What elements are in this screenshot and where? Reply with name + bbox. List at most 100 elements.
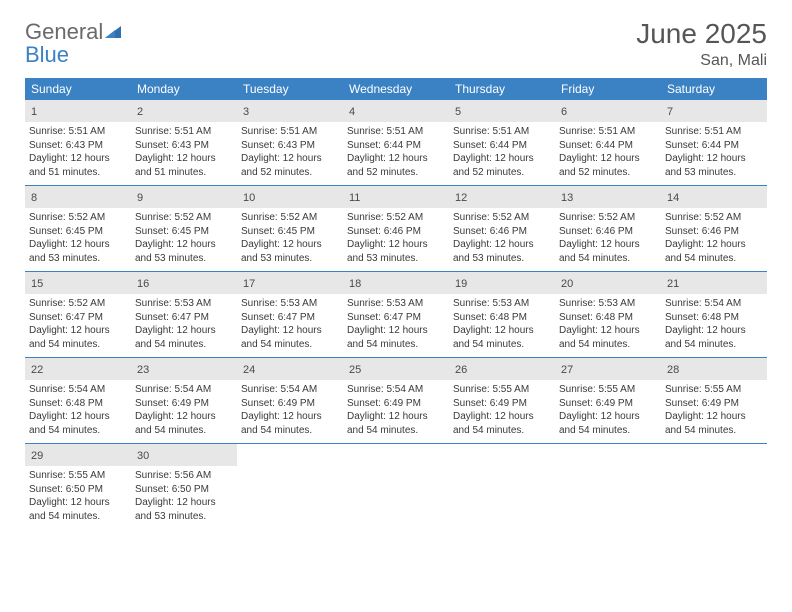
daynum-row: 4 — [343, 100, 449, 122]
calendar-cell: 5Sunrise: 5:51 AMSunset: 6:44 PMDaylight… — [449, 100, 555, 185]
day-number: 22 — [31, 364, 43, 376]
day-number: 27 — [561, 364, 573, 376]
daynum-row: 13 — [555, 186, 661, 208]
calendar-cell: 8 Sunrise: 5:52 AMSunset: 6:45 PMDaylight… — [25, 186, 131, 271]
daynum-row: 19 — [449, 272, 555, 294]
day-info: Sunrise: 5:51 AMSunset: 6:44 PMDaylight:… — [453, 125, 551, 179]
calendar-cell: 24 Sunrise: 5:54 AMSunset: 6:49 PMDayligh… — [237, 358, 343, 443]
daynum-row: 29 — [25, 444, 131, 466]
daynum-row: 20 — [555, 272, 661, 294]
day-info: Sunrise: 5:54 AMSunset: 6:49 PMDaylight:… — [347, 383, 445, 437]
calendar-cell — [449, 444, 555, 529]
calendar-cell: 13 Sunrise: 5:52 AMSunset: 6:46 PMDayligh… — [555, 186, 661, 271]
day-number: 29 — [31, 450, 43, 462]
location: San, Mali — [636, 52, 767, 70]
calendar-cell: 1 Sunrise: 5:51 AMSunset: 6:43 PMDaylight… — [25, 100, 131, 185]
day-info: Sunrise: 5:52 AMSunset: 6:45 PMDaylight:… — [135, 211, 233, 265]
daynum-row: 28 — [661, 358, 767, 380]
day-number: 10 — [243, 192, 255, 204]
day-info: Sunrise: 5:53 AMSunset: 6:48 PMDaylight:… — [559, 297, 657, 351]
calendar-week: 15Sunrise: 5:52 AMSunset: 6:47 PMDayligh… — [25, 272, 767, 358]
day-number: 16 — [137, 278, 149, 290]
calendar-cell: 14Sunrise: 5:52 AMSunset: 6:46 PMDayligh… — [661, 186, 767, 271]
calendar-cell: 10Sunrise: 5:52 AMSunset: 6:45 PMDayligh… — [237, 186, 343, 271]
calendar-cell: 11 Sunrise: 5:52 AMSunset: 6:46 PMDayligh… — [343, 186, 449, 271]
daynum-row: 21 — [661, 272, 767, 294]
calendar-cell: 30Sunrise: 5:56 AMSunset: 6:50 PMDayligh… — [131, 444, 237, 529]
logo-part2: Blue — [25, 42, 69, 67]
dayname-tue: Tuesday — [237, 78, 343, 100]
daynum-row: 10 — [237, 186, 343, 208]
calendar-cell: 26 Sunrise: 5:55 AMSunset: 6:49 PMDayligh… — [449, 358, 555, 443]
day-info: Sunrise: 5:51 AMSunset: 6:44 PMDaylight:… — [665, 125, 763, 179]
calendar-cell: 12 Sunrise: 5:52 AMSunset: 6:46 PMDayligh… — [449, 186, 555, 271]
day-number: 4 — [349, 106, 355, 118]
day-info: Sunrise: 5:51 AMSunset: 6:43 PMDaylight:… — [241, 125, 339, 179]
calendar-cell: 23Sunrise: 5:54 AMSunset: 6:49 PMDayligh… — [131, 358, 237, 443]
day-info: Sunrise: 5:53 AMSunset: 6:47 PMDaylight:… — [241, 297, 339, 351]
calendar-cell: 28 Sunrise: 5:55 AMSunset: 6:49 PMDayligh… — [661, 358, 767, 443]
day-info: Sunrise: 5:53 AMSunset: 6:48 PMDaylight:… — [453, 297, 551, 351]
logo: General Blue — [25, 22, 123, 67]
dayname-mon: Monday — [131, 78, 237, 100]
day-info: Sunrise: 5:51 AMSunset: 6:44 PMDaylight:… — [347, 125, 445, 179]
daynum-row: 26 — [449, 358, 555, 380]
day-info: Sunrise: 5:52 AMSunset: 6:46 PMDaylight:… — [665, 211, 763, 265]
day-info: Sunrise: 5:54 AMSunset: 6:48 PMDaylight:… — [29, 383, 127, 437]
calendar-cell: 27 Sunrise: 5:55 AMSunset: 6:49 PMDayligh… — [555, 358, 661, 443]
day-info: Sunrise: 5:54 AMSunset: 6:49 PMDaylight:… — [241, 383, 339, 437]
daynum-row: 6 — [555, 100, 661, 122]
calendar-cell: 2Sunrise: 5:51 AMSunset: 6:43 PMDaylight… — [131, 100, 237, 185]
calendar-cell: 21Sunrise: 5:54 AMSunset: 6:48 PMDayligh… — [661, 272, 767, 357]
daynum-row: 23 — [131, 358, 237, 380]
daynum-row: 22 — [25, 358, 131, 380]
daynum-row: 16 — [131, 272, 237, 294]
calendar-page: General Blue June 2025 San, Mali Sunday … — [0, 0, 792, 547]
day-number: 3 — [243, 106, 249, 118]
daynum-row: 8 — [25, 186, 131, 208]
calendar-cell — [343, 444, 449, 529]
calendar-cell: 16 Sunrise: 5:53 AMSunset: 6:47 PMDayligh… — [131, 272, 237, 357]
day-info: Sunrise: 5:52 AMSunset: 6:46 PMDaylight:… — [347, 211, 445, 265]
month-title: June 2025 — [636, 18, 767, 50]
day-number: 26 — [455, 364, 467, 376]
day-info: Sunrise: 5:55 AMSunset: 6:49 PMDaylight:… — [559, 383, 657, 437]
dayname-row: Sunday Monday Tuesday Wednesday Thursday… — [25, 78, 767, 100]
day-number: 28 — [667, 364, 679, 376]
logo-part1: General — [25, 19, 103, 44]
title-block: June 2025 San, Mali — [636, 18, 767, 70]
day-number: 12 — [455, 192, 467, 204]
calendar-cell: 20 Sunrise: 5:53 AMSunset: 6:48 PMDayligh… — [555, 272, 661, 357]
day-number: 1 — [31, 106, 37, 118]
calendar-cell — [661, 444, 767, 529]
day-number: 19 — [455, 278, 467, 290]
day-info: Sunrise: 5:52 AMSunset: 6:46 PMDaylight:… — [559, 211, 657, 265]
day-info: Sunrise: 5:55 AMSunset: 6:49 PMDaylight:… — [453, 383, 551, 437]
calendar-body: 1 Sunrise: 5:51 AMSunset: 6:43 PMDaylight… — [25, 100, 767, 529]
day-info: Sunrise: 5:53 AMSunset: 6:47 PMDaylight:… — [347, 297, 445, 351]
day-info: Sunrise: 5:52 AMSunset: 6:46 PMDaylight:… — [453, 211, 551, 265]
day-info: Sunrise: 5:55 AMSunset: 6:50 PMDaylight:… — [29, 469, 127, 523]
calendar-week: 22 Sunrise: 5:54 AMSunset: 6:48 PMDayligh… — [25, 358, 767, 444]
daynum-row: 15 — [25, 272, 131, 294]
day-number: 23 — [137, 364, 149, 376]
calendar-cell: 15Sunrise: 5:52 AMSunset: 6:47 PMDayligh… — [25, 272, 131, 357]
calendar-cell: 25 Sunrise: 5:54 AMSunset: 6:49 PMDayligh… — [343, 358, 449, 443]
header: General Blue June 2025 San, Mali — [25, 18, 767, 70]
day-number: 11 — [349, 192, 360, 204]
daynum-row: 25 — [343, 358, 449, 380]
day-number: 6 — [561, 106, 567, 118]
day-info: Sunrise: 5:51 AMSunset: 6:43 PMDaylight:… — [29, 125, 127, 179]
day-info: Sunrise: 5:55 AMSunset: 6:49 PMDaylight:… — [665, 383, 763, 437]
day-number: 24 — [243, 364, 255, 376]
calendar-cell: 17Sunrise: 5:53 AMSunset: 6:47 PMDayligh… — [237, 272, 343, 357]
daynum-row: 2 — [131, 100, 237, 122]
calendar-week: 1 Sunrise: 5:51 AMSunset: 6:43 PMDaylight… — [25, 100, 767, 186]
daynum-row: 9 — [131, 186, 237, 208]
day-number: 18 — [349, 278, 361, 290]
day-number: 20 — [561, 278, 573, 290]
daynum-row: 7 — [661, 100, 767, 122]
logo-sail-icon — [103, 24, 123, 45]
day-info: Sunrise: 5:52 AMSunset: 6:45 PMDaylight:… — [29, 211, 127, 265]
day-info: Sunrise: 5:53 AMSunset: 6:47 PMDaylight:… — [135, 297, 233, 351]
